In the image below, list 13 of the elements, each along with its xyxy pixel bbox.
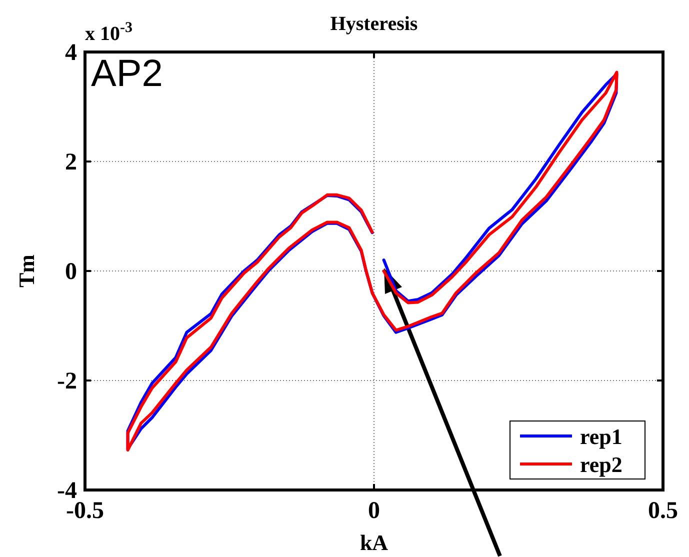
x-tick-label: 0 xyxy=(368,498,380,524)
text: x 10$^{-3}$ xyxy=(85,20,132,45)
x-axis-title: kA xyxy=(360,530,388,555)
y-tick-label: 0 xyxy=(65,259,77,285)
legend-label: rep1 xyxy=(580,424,622,449)
annotation: AP2 xyxy=(91,53,163,95)
y-tick-label: 4 xyxy=(65,40,77,66)
y-tick-label: 2 xyxy=(65,150,77,176)
legend-label: rep2 xyxy=(580,452,622,477)
x-tick-label: 0.5 xyxy=(648,498,678,524)
chart-title: Hysteresis xyxy=(330,13,418,35)
y-axis-title: Tm xyxy=(14,254,39,288)
y-tick-label: -2 xyxy=(57,368,77,394)
